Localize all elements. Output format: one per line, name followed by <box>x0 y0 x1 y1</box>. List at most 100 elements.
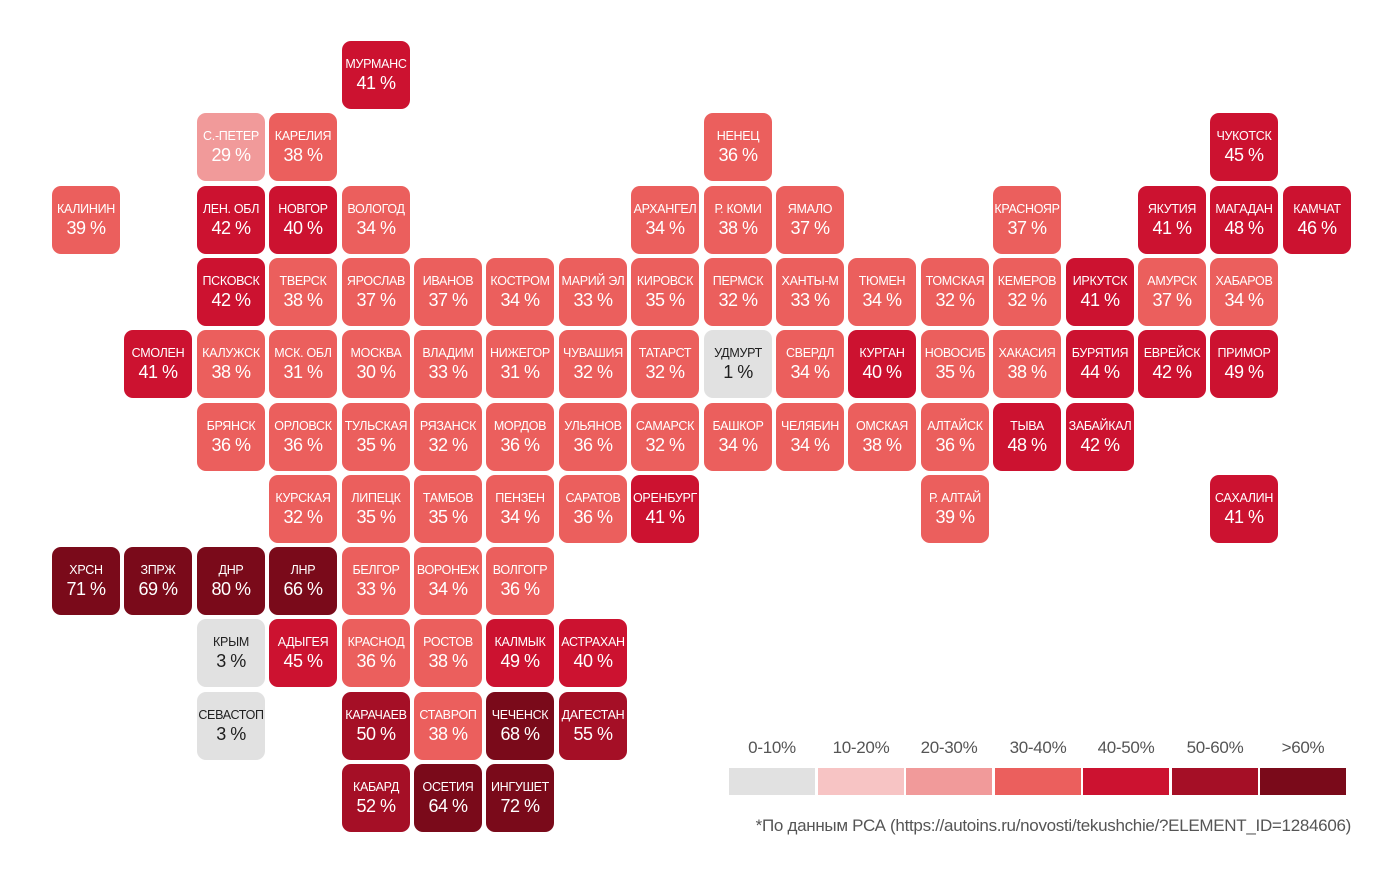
region-tile: ЗПРЖ 69 % <box>124 547 192 615</box>
region-name: ОМСКАЯ <box>855 418 908 433</box>
region-value: 37 % <box>1152 289 1192 310</box>
region-value: 48 % <box>1007 434 1047 455</box>
region-tile: ИНГУШЕТ 72 % <box>486 764 554 832</box>
region-value: 38 % <box>428 650 468 671</box>
region-name: ТАТАРСТ <box>638 345 692 360</box>
region-value: 38 % <box>428 723 468 744</box>
region-name: ТЫВА <box>1010 418 1044 433</box>
region-name: КИРОВСК <box>636 273 694 288</box>
region-name: БАШКОР <box>712 418 764 433</box>
region-tile: ХАКАСИЯ 38 % <box>993 330 1061 398</box>
region-name: БРЯНСК <box>206 418 256 433</box>
region-value: 29 % <box>211 144 251 165</box>
region-tile: ЯМАЛО 37 % <box>776 186 844 254</box>
region-name: АМУРСК <box>1147 273 1197 288</box>
region-name: КАМЧАТ <box>1293 201 1341 216</box>
region-tile: КАРЕЛИЯ 38 % <box>269 113 337 181</box>
region-tile: ПЕРМСК 32 % <box>704 258 772 326</box>
region-value: 38 % <box>211 361 251 382</box>
region-tile: МУРМАНС 41 % <box>342 41 410 109</box>
region-name: КУРГАН <box>859 345 905 360</box>
legend-swatch <box>1083 768 1169 795</box>
region-name: ХАКАСИЯ <box>998 345 1056 360</box>
legend-swatch <box>995 768 1081 795</box>
region-tile: АМУРСК 37 % <box>1138 258 1206 326</box>
region-name: МАГАДАН <box>1215 201 1273 216</box>
region-name: АРХАНГЕЛ <box>633 201 697 216</box>
region-value: 34 % <box>718 434 758 455</box>
region-value: 80 % <box>211 578 251 599</box>
region-name: ДАГЕСТАН <box>561 707 625 722</box>
region-tile: МСК. ОБЛ 31 % <box>269 330 337 398</box>
region-tile: АСТРАХАН 40 % <box>559 619 627 687</box>
region-value: 32 % <box>645 434 685 455</box>
region-name: БЕЛГОР <box>352 562 400 577</box>
region-value: 38 % <box>1007 361 1047 382</box>
region-value: 33 % <box>573 289 613 310</box>
region-name: ЧУВАШИЯ <box>563 345 623 360</box>
region-value: 34 % <box>428 578 468 599</box>
region-value: 38 % <box>283 289 323 310</box>
region-value: 66 % <box>283 578 323 599</box>
region-value: 35 % <box>356 506 396 527</box>
region-tile: МОРДОВ 36 % <box>486 403 554 471</box>
region-name: ДНР <box>218 562 244 577</box>
region-value: 41 % <box>1224 506 1264 527</box>
region-value: 36 % <box>211 434 251 455</box>
region-name: ОРЛОВСК <box>274 418 332 433</box>
region-tile: ТУЛЬСКАЯ 35 % <box>342 403 410 471</box>
region-name: БУРЯТИЯ <box>1071 345 1129 360</box>
region-name: ОРЕНБУРГ <box>633 490 697 505</box>
region-name: ЛИПЕЦК <box>351 490 401 505</box>
region-tile: АДЫГЕЯ 45 % <box>269 619 337 687</box>
color-legend: 0-10% 10-20% 20-30% 30-40% 40-50% 50-60% >60% <box>729 738 1351 798</box>
region-name: АСТРАХАН <box>561 634 625 649</box>
region-tile: ЧУВАШИЯ 32 % <box>559 330 627 398</box>
region-name: ТВЕРСК <box>279 273 327 288</box>
region-name: ВОЛГОГР <box>492 562 548 577</box>
region-name: КАРЕЛИЯ <box>274 128 332 143</box>
legend-swatch <box>729 768 815 795</box>
region-tile: СТАВРОП 38 % <box>414 692 482 760</box>
region-value: 36 % <box>935 434 975 455</box>
legend-swatch <box>1172 768 1258 795</box>
region-tile: БЕЛГОР 33 % <box>342 547 410 615</box>
region-value: 37 % <box>428 289 468 310</box>
region-name: ТАМБОВ <box>422 490 474 505</box>
region-value: 38 % <box>718 217 758 238</box>
region-value: 50 % <box>356 723 396 744</box>
region-name: ВЛАДИМ <box>422 345 474 360</box>
region-name: КРЫМ <box>213 634 249 649</box>
region-value: 35 % <box>645 289 685 310</box>
region-tile: ЛЕН. ОБЛ 42 % <box>197 186 265 254</box>
legend-label: >60% <box>1281 738 1325 757</box>
region-tile: КАМЧАТ 46 % <box>1283 186 1351 254</box>
region-tile: КИРОВСК 35 % <box>631 258 699 326</box>
region-tile: КАЛУЖСК 38 % <box>197 330 265 398</box>
region-name: МОРДОВ <box>493 418 547 433</box>
region-value: 36 % <box>500 434 540 455</box>
region-value: 32 % <box>1007 289 1047 310</box>
region-tile: ХАБАРОВ 34 % <box>1210 258 1278 326</box>
region-value: 45 % <box>1224 144 1264 165</box>
region-tile: Р. КОМИ 38 % <box>704 186 772 254</box>
region-tile: МОСКВА 30 % <box>342 330 410 398</box>
region-name: Р. КОМИ <box>714 201 762 216</box>
region-name: ИВАНОВ <box>422 273 474 288</box>
region-tile: АЛТАЙСК 36 % <box>921 403 989 471</box>
region-tile: ХРСН 71 % <box>52 547 120 615</box>
region-tile: ЧЕЧЕНСК 68 % <box>486 692 554 760</box>
region-name: ЧУКОТСК <box>1216 128 1272 143</box>
region-name: ЗАБАЙКАЛ <box>1068 418 1132 433</box>
region-value: 1 % <box>723 361 753 382</box>
region-value: 72 % <box>500 795 540 816</box>
region-value: 36 % <box>573 434 613 455</box>
region-value: 35 % <box>356 434 396 455</box>
legend-label: 50-60% <box>1186 738 1244 757</box>
region-name: ХРСН <box>69 562 103 577</box>
region-name: НОВГОР <box>278 201 328 216</box>
region-name: ХАНТЫ-М <box>781 273 839 288</box>
region-name: ВОРОНЕЖ <box>416 562 480 577</box>
region-value: 31 % <box>283 361 323 382</box>
source-footnote: *По данным РСА (https://autoins.ru/novos… <box>755 816 1352 835</box>
